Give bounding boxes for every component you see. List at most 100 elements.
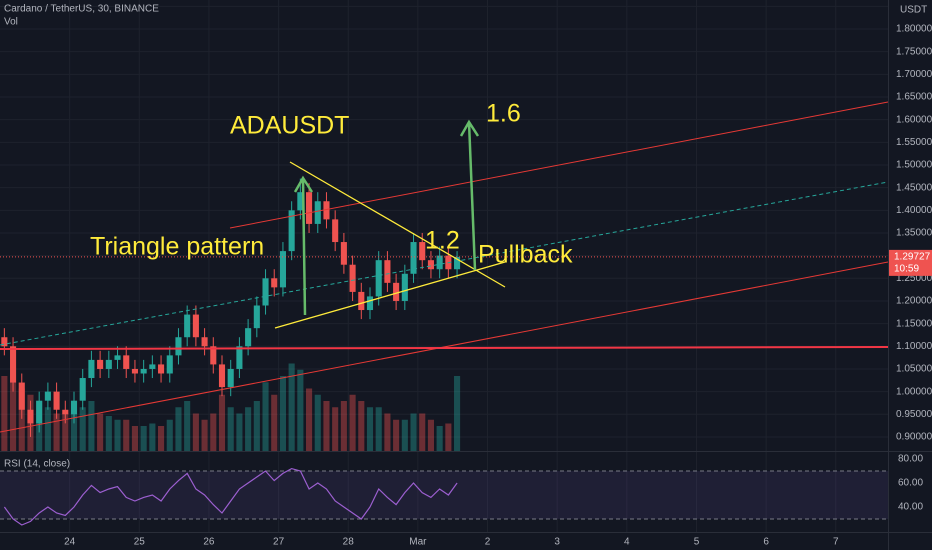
candle-body xyxy=(236,346,243,369)
annotation: 1.2 xyxy=(425,227,460,255)
volume-bar xyxy=(62,413,69,451)
x-tick-label: 28 xyxy=(343,537,355,548)
arrow-up-1 xyxy=(293,175,314,316)
candle-body xyxy=(332,219,339,243)
candle-body xyxy=(306,192,313,224)
volume-bar xyxy=(454,376,461,451)
x-tick-label: 25 xyxy=(134,537,146,548)
candle-body xyxy=(62,409,69,415)
candle-body xyxy=(114,355,121,360)
candle-body xyxy=(288,210,295,252)
candle-body xyxy=(97,359,104,369)
axes-layer: 24 25 26 27 28 Mar 2 3 4 5 6 7 0.90000 0.95000 1.00000… xyxy=(64,1,932,548)
support-line xyxy=(0,346,889,350)
volume-bar xyxy=(340,401,347,451)
y-tick-label: 1.20000 xyxy=(896,296,932,307)
y-tick-label: 0.95000 xyxy=(896,409,932,420)
candle-body xyxy=(10,346,17,383)
candle-body xyxy=(166,355,173,374)
volume-bar xyxy=(401,419,408,451)
candle-body xyxy=(36,400,43,424)
currency: USDT xyxy=(900,5,927,16)
y-tick-label: 1.50000 xyxy=(896,160,932,171)
rsi-line xyxy=(3,467,458,526)
volume-bar xyxy=(366,407,374,451)
candle-body xyxy=(18,382,25,410)
y-tick-label: 1.65000 xyxy=(896,92,932,103)
candle-body xyxy=(218,364,226,388)
y-tick-label: 1.35000 xyxy=(896,228,932,239)
annotation: Pullback xyxy=(478,241,573,269)
x-tick-label: 5 xyxy=(694,537,700,548)
candle-body xyxy=(70,400,78,415)
candles-layer xyxy=(0,178,888,437)
candle-body xyxy=(419,242,426,261)
rsi-title: RSI (14, close) xyxy=(4,459,70,470)
x-tick-label: 27 xyxy=(273,537,285,548)
candle-body xyxy=(410,242,417,274)
candle-body xyxy=(271,278,278,288)
y-tick-label: 1.60000 xyxy=(896,114,932,125)
candle-body xyxy=(123,355,130,369)
candle-body xyxy=(210,346,217,365)
candle-body xyxy=(201,337,208,347)
candle-body xyxy=(323,201,330,220)
volume-bar xyxy=(245,407,252,451)
x-tick-label: 2 xyxy=(485,537,491,548)
countdown-label: 10:59 xyxy=(894,264,919,275)
y-tick-label: 1.00000 xyxy=(896,386,932,397)
volume-bar xyxy=(384,413,391,451)
volume-bar xyxy=(88,401,95,451)
volume-bar xyxy=(166,419,173,451)
volume-bar xyxy=(375,407,382,451)
candle-body xyxy=(184,314,191,338)
annotation: 1.6 xyxy=(486,100,521,128)
annotation: Triangle pattern xyxy=(90,233,264,261)
volume-bar xyxy=(158,426,165,451)
channel-upper xyxy=(229,101,889,229)
volume-bar xyxy=(279,376,286,451)
candle-body xyxy=(79,378,86,401)
volume-bar xyxy=(314,394,321,451)
volume-bar xyxy=(297,369,304,451)
volume-bar xyxy=(236,413,243,451)
grid xyxy=(0,0,888,532)
volume-bar xyxy=(53,413,60,451)
volume-bar xyxy=(427,419,434,451)
symbol-title: Cardano / TetherUS, 30, BINANCE xyxy=(4,4,159,15)
rsi-tick-label: 60.00 xyxy=(898,478,923,489)
volume-bar xyxy=(114,419,121,451)
x-tick-label: 26 xyxy=(203,537,215,548)
candle-body xyxy=(27,409,34,424)
channel-mid xyxy=(0,181,889,346)
volume-bar xyxy=(218,394,226,451)
volume-bar xyxy=(149,423,156,451)
candle-body xyxy=(192,314,199,338)
candle-body xyxy=(297,192,304,211)
y-tick-label: 1.70000 xyxy=(896,69,932,80)
volume-bar xyxy=(306,388,313,451)
volume-bar xyxy=(445,423,452,451)
volume-bar xyxy=(184,401,191,451)
volume-bar xyxy=(210,413,217,451)
candle-body xyxy=(149,364,156,369)
y-tick-label: 1.45000 xyxy=(896,182,932,193)
candle-body xyxy=(105,359,112,369)
x-tick-label: 7 xyxy=(833,537,839,548)
volume-bar xyxy=(271,394,278,451)
volume-bar xyxy=(410,413,417,451)
volume-bar xyxy=(70,413,78,451)
y-tick-label: 1.25000 xyxy=(896,273,932,284)
candle-body xyxy=(401,273,408,301)
volume-bar xyxy=(44,407,51,451)
candle-body xyxy=(262,278,269,306)
volume-bar xyxy=(123,419,130,451)
last-price-box xyxy=(889,249,932,276)
candle-body xyxy=(358,291,365,311)
x-tick-label: 6 xyxy=(763,537,769,548)
triangle-lower xyxy=(274,261,506,329)
candle-body xyxy=(175,337,182,356)
y-tick-label: 1.40000 xyxy=(896,205,932,216)
